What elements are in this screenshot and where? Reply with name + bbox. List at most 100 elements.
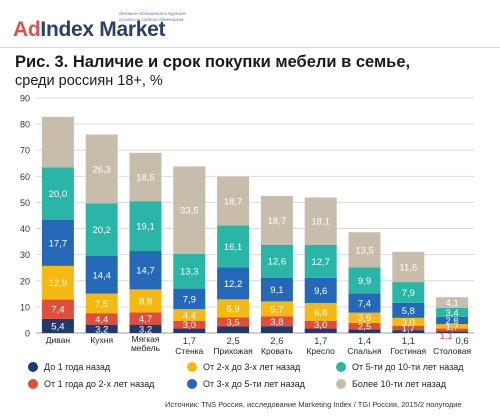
data-label: 12,2 — [224, 279, 243, 290]
y-tick-label: 20 — [20, 276, 30, 286]
legend-swatch — [187, 379, 197, 389]
bar-segment — [85, 293, 118, 314]
y-tick-label: 80 — [20, 120, 30, 130]
data-label: 12,7 — [311, 257, 330, 268]
data-label: 12,6 — [268, 257, 287, 268]
data-label: 18,7 — [268, 216, 287, 227]
y-tick-label: 0 — [25, 329, 30, 339]
x-tick-label: Прихожая — [213, 346, 253, 356]
y-tick-label: 30 — [20, 250, 30, 260]
bar-segment — [436, 324, 469, 329]
bar-segment — [348, 322, 381, 330]
header-divider — [0, 47, 500, 48]
bar-segment — [260, 326, 293, 333]
data-label: 3,0 — [402, 317, 415, 328]
bar-segment — [260, 301, 293, 317]
x-tick-label: Спальня — [347, 346, 382, 356]
bar-segment — [260, 244, 293, 278]
data-label: 5,8 — [402, 306, 415, 317]
bar-segment — [41, 116, 74, 168]
bar-segment — [217, 176, 250, 226]
data-label: 18,7 — [224, 197, 243, 208]
bar-segment — [304, 197, 337, 245]
bar-segment — [217, 225, 250, 268]
legend-label: До 1 года назад — [44, 362, 111, 372]
bar-segment — [41, 265, 74, 300]
data-label: 13,5 — [355, 245, 374, 256]
bar-segment — [129, 324, 162, 333]
x-tick-label: Столовая — [433, 346, 471, 356]
bar-segment — [304, 328, 337, 333]
legend-item: От 5-ти до 10-ти лет назад — [336, 362, 464, 372]
bar-segment — [85, 255, 118, 294]
bar-segment — [260, 195, 293, 245]
data-label: 9,6 — [314, 286, 327, 297]
bar-segment — [41, 318, 74, 333]
data-label: 8,8 — [139, 296, 152, 307]
data-label: 3,0 — [314, 320, 327, 331]
bar-segment — [173, 309, 206, 321]
data-label: 9,1 — [270, 285, 283, 296]
bar-segment — [392, 302, 425, 318]
legend-swatch — [336, 362, 346, 372]
data-label-below: 1,4 — [358, 336, 371, 347]
data-label-below: 1,7 — [314, 336, 327, 347]
data-label: 2,8 — [445, 316, 458, 327]
bar-segment — [173, 166, 206, 254]
y-tick-label: 60 — [20, 172, 30, 182]
bar-segment — [41, 219, 74, 266]
data-label: 7,9 — [183, 294, 196, 305]
y-tick-label: 10 — [20, 302, 30, 312]
bar-segment — [129, 289, 162, 313]
data-label: 19,1 — [136, 222, 155, 233]
bar-segment — [129, 152, 162, 202]
bar-segment — [129, 201, 162, 252]
data-label-below: 1,1 — [402, 336, 415, 347]
bar-segment — [173, 288, 206, 310]
data-label: 3,5 — [226, 317, 239, 328]
y-tick-label: 90 — [20, 94, 30, 104]
logo-rest: Index Market — [40, 18, 166, 41]
legend-swatch — [336, 379, 346, 389]
data-label: 7,4 — [358, 298, 371, 309]
logo-tagline-line-2: ссылки на сайтах обменников — [119, 17, 184, 22]
data-label: 12,9 — [49, 278, 68, 289]
data-label: 4,7 — [139, 314, 152, 325]
legend-label: От 5-ти до 10-ти лет назад — [352, 362, 464, 372]
bar-segment — [392, 282, 425, 303]
y-tick-label: 40 — [20, 224, 30, 234]
bar-segment — [173, 328, 206, 333]
x-tick-label: мебель — [131, 343, 161, 353]
bar-segment — [436, 316, 469, 325]
data-label-below: 1,7 — [183, 336, 196, 347]
bar-segment — [41, 167, 74, 220]
data-label: 16,1 — [224, 242, 243, 253]
data-label: 17,7 — [49, 238, 68, 249]
bar-segment — [348, 232, 381, 268]
data-label: 3,2 — [139, 324, 152, 335]
data-label: 5,7 — [270, 304, 283, 315]
source-note: Источник: TNS Россия, исследование Marke… — [165, 400, 462, 409]
x-tick-label: Стенка — [175, 346, 203, 356]
data-label: 20,2 — [92, 225, 111, 236]
data-label: 18,5 — [136, 172, 155, 183]
data-label: 1,7 — [402, 323, 415, 334]
data-label: 14,4 — [92, 270, 111, 281]
bar-segment — [217, 326, 250, 333]
bar-segment — [85, 313, 118, 325]
data-label: 4,1 — [445, 298, 458, 309]
legend-swatch — [28, 379, 38, 389]
logo: AdIndex Market — [13, 18, 165, 42]
x-tick-label: Кровать — [261, 346, 293, 356]
data-label: 2,5 — [358, 322, 371, 333]
bar-segment — [260, 277, 293, 302]
bar-segment — [392, 317, 425, 326]
data-label: 6,8 — [314, 307, 327, 318]
x-tick-label: Кресло — [306, 346, 335, 356]
data-label: 7,9 — [402, 288, 415, 299]
bar-segment — [85, 134, 118, 204]
data-label: 3,4 — [445, 308, 458, 319]
bar-segment — [304, 302, 337, 321]
data-label: 33,5 — [180, 206, 199, 217]
legend-swatch — [187, 362, 197, 372]
